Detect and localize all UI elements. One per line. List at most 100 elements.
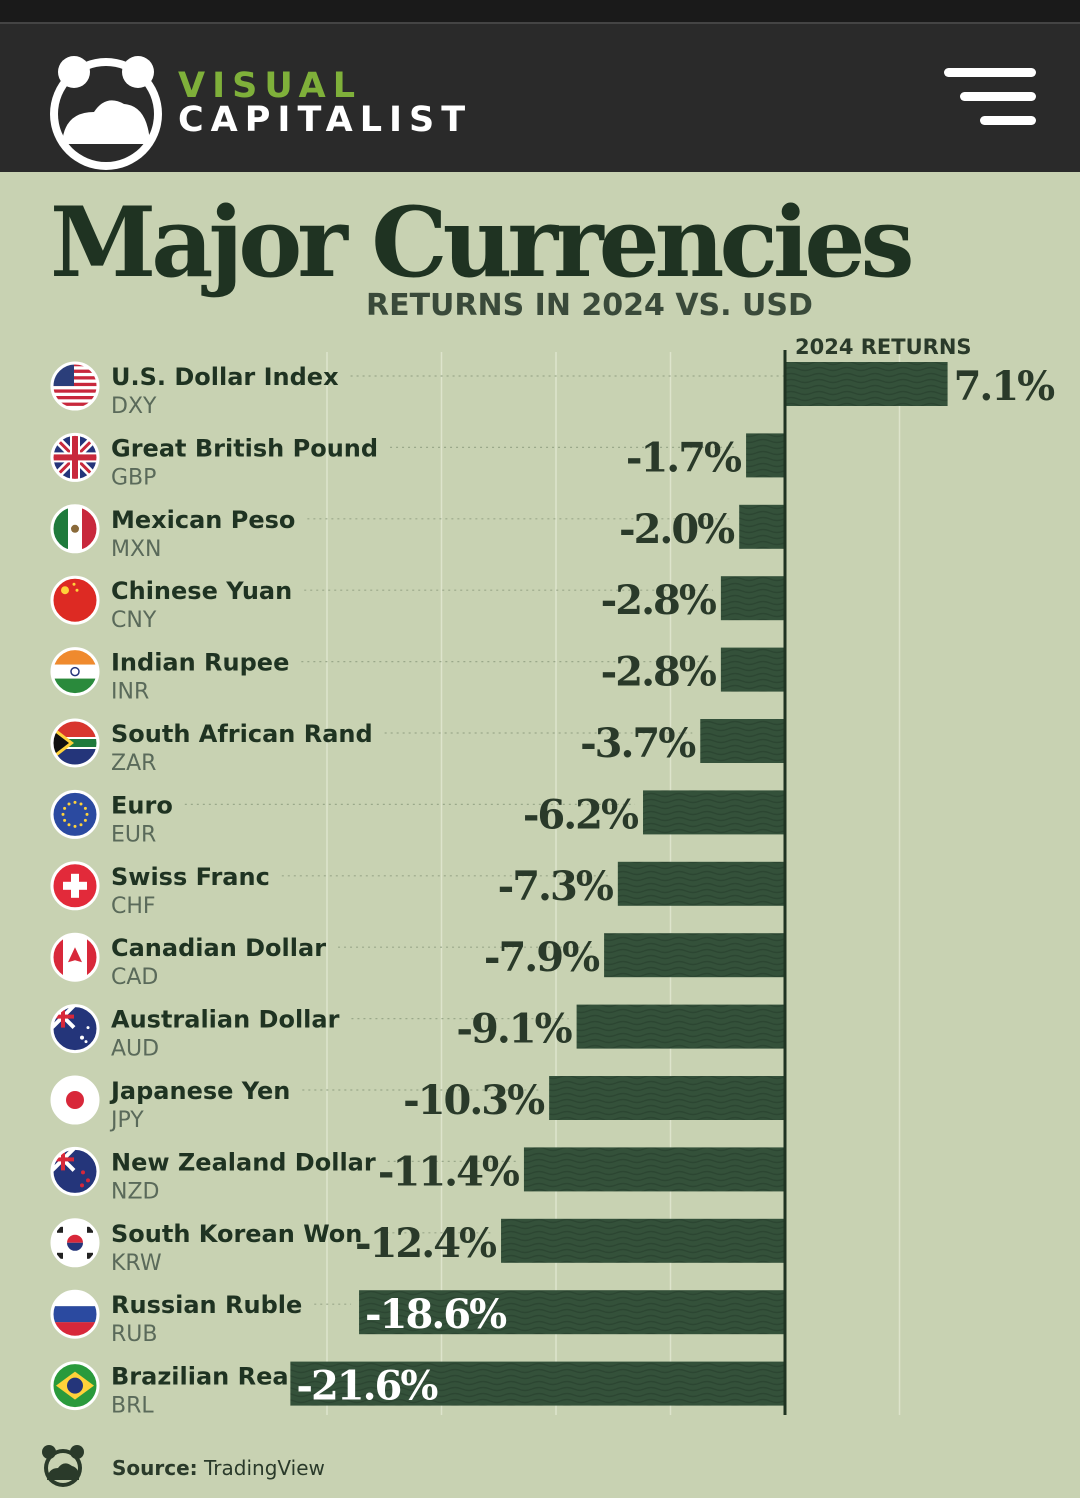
new-zealand-flag-icon [50,1146,100,1196]
bar-row: Russian Ruble RUB -18.6% [50,1289,785,1347]
currency-code: MXN [111,537,162,562]
value-label: -18.6% [365,1291,507,1338]
value-label: -7.9% [484,934,600,981]
bar [720,647,785,692]
currency-code: AUD [111,1037,159,1062]
category-label: Chinese Yuan [111,577,292,605]
brazil-flag-icon [50,1361,100,1411]
menu-icon[interactable] [944,68,1036,128]
brand-capitalist: CAPITALIST [178,100,473,140]
south-korea-flag-icon [50,1218,100,1268]
status-strip [0,0,1080,22]
mexico-flag-icon [50,504,100,554]
bar [739,504,785,549]
category-label: Brazilian Real [111,1363,297,1391]
bar [501,1218,785,1263]
australia-flag-icon [50,1004,100,1054]
brand-visual: VISUAL [178,66,363,106]
source-value: TradingView [204,1456,325,1480]
bar-row: U.S. Dollar Index DXY 7.1% [50,361,1057,419]
bar [746,433,785,478]
category-label: Australian Dollar [111,1006,340,1034]
india-flag-icon [50,647,100,697]
bar [617,861,785,906]
currency-code: DXY [111,394,157,419]
page-subtitle: RETURNS IN 2024 VS. USD [366,288,813,323]
bar-row: Canadian Dollar CAD -7.9% [50,932,785,990]
china-flag-icon [50,575,100,625]
site-header: VISUAL CAPITALIST [0,22,1080,172]
bar [290,1361,785,1406]
south-africa-flag-icon [50,718,100,768]
source-label: Source: [112,1456,198,1480]
bar-row: Euro EUR -6.2% [50,789,785,847]
value-label: -9.1% [456,1006,572,1053]
value-label: -10.3% [403,1077,545,1124]
bar [643,790,785,835]
category-label: New Zealand Dollar [111,1148,376,1176]
value-label: -12.4% [355,1220,497,1267]
value-label: -2.8% [601,649,717,696]
currency-code: CNY [111,608,157,633]
value-label: -6.2% [523,791,639,838]
bar [523,1147,785,1192]
bar-row: Brazilian Real BRL -21.6% [50,1361,785,1419]
uk-flag-icon [50,432,100,482]
bar [700,719,785,763]
page-title: Major Currencies [50,186,915,299]
value-label: -21.6% [296,1363,438,1410]
russia-flag-icon [50,1289,100,1339]
category-label: Mexican Peso [111,506,295,534]
category-label: Canadian Dollar [111,934,326,962]
us-flag-icon [50,361,100,411]
bar-chart: U.S. Dollar Index DXY 7.1% Great British Po… [50,335,1057,1419]
source-line: Source: TradingView [112,1456,325,1480]
category-label: Great British Pound [111,434,378,462]
value-label: -2.8% [601,577,717,624]
bar-row: Mexican Peso MXN -2.0% [50,504,785,562]
currency-code: BRL [111,1394,154,1419]
currency-code: NZD [111,1179,159,1204]
bar [549,1076,785,1120]
bar-row: Chinese Yuan CNY -2.8% [50,575,785,633]
bar-row: Australian Dollar AUD -9.1% [50,1004,785,1062]
eu-flag-icon [50,789,100,839]
bar-row: South African Rand ZAR -3.7% [50,718,785,776]
bar [785,362,948,406]
bar [576,1004,785,1049]
currency-code: EUR [111,822,156,847]
source-logo-icon [42,1445,84,1487]
value-label: -1.7% [626,434,742,481]
visual-capitalist-logo-icon[interactable] [44,54,168,170]
currency-code: KRW [111,1251,162,1276]
value-label: -11.4% [378,1148,520,1195]
bar-row: New Zealand Dollar NZD -11.4% [50,1146,785,1204]
value-label: -2.0% [619,506,735,553]
category-label: Euro [111,791,173,819]
currency-code: INR [111,680,149,705]
currency-code: RUB [111,1322,157,1347]
bar [604,933,785,978]
value-label: -3.7% [580,720,696,767]
currency-code: CAD [111,965,158,990]
bar-row: South Korean Won KRW -12.4% [50,1218,785,1276]
category-label: Russian Ruble [111,1291,302,1319]
switzerland-flag-icon [50,861,100,911]
currency-code: CHF [111,894,156,919]
category-label: U.S. Dollar Index [111,363,339,391]
value-label: -7.3% [498,863,614,910]
bar-row: Indian Rupee INR -2.8% [50,647,785,705]
column-label: 2024 RETURNS [795,335,972,359]
category-label: Swiss Franc [111,863,270,891]
currency-code: JPY [109,1108,144,1133]
bar-row: Swiss Franc CHF -7.3% [50,861,785,919]
bar [720,576,785,621]
category-label: South African Rand [111,720,373,748]
bar-row: Japanese Yen JPY -10.3% [50,1075,785,1133]
bar-row: Great British Pound GBP -1.7% [50,432,785,490]
value-label: 7.1% [954,363,1056,410]
bar [359,1290,785,1335]
canada-flag-icon [50,932,100,982]
category-label: Japanese Yen [109,1077,290,1105]
currency-code: GBP [111,465,156,490]
